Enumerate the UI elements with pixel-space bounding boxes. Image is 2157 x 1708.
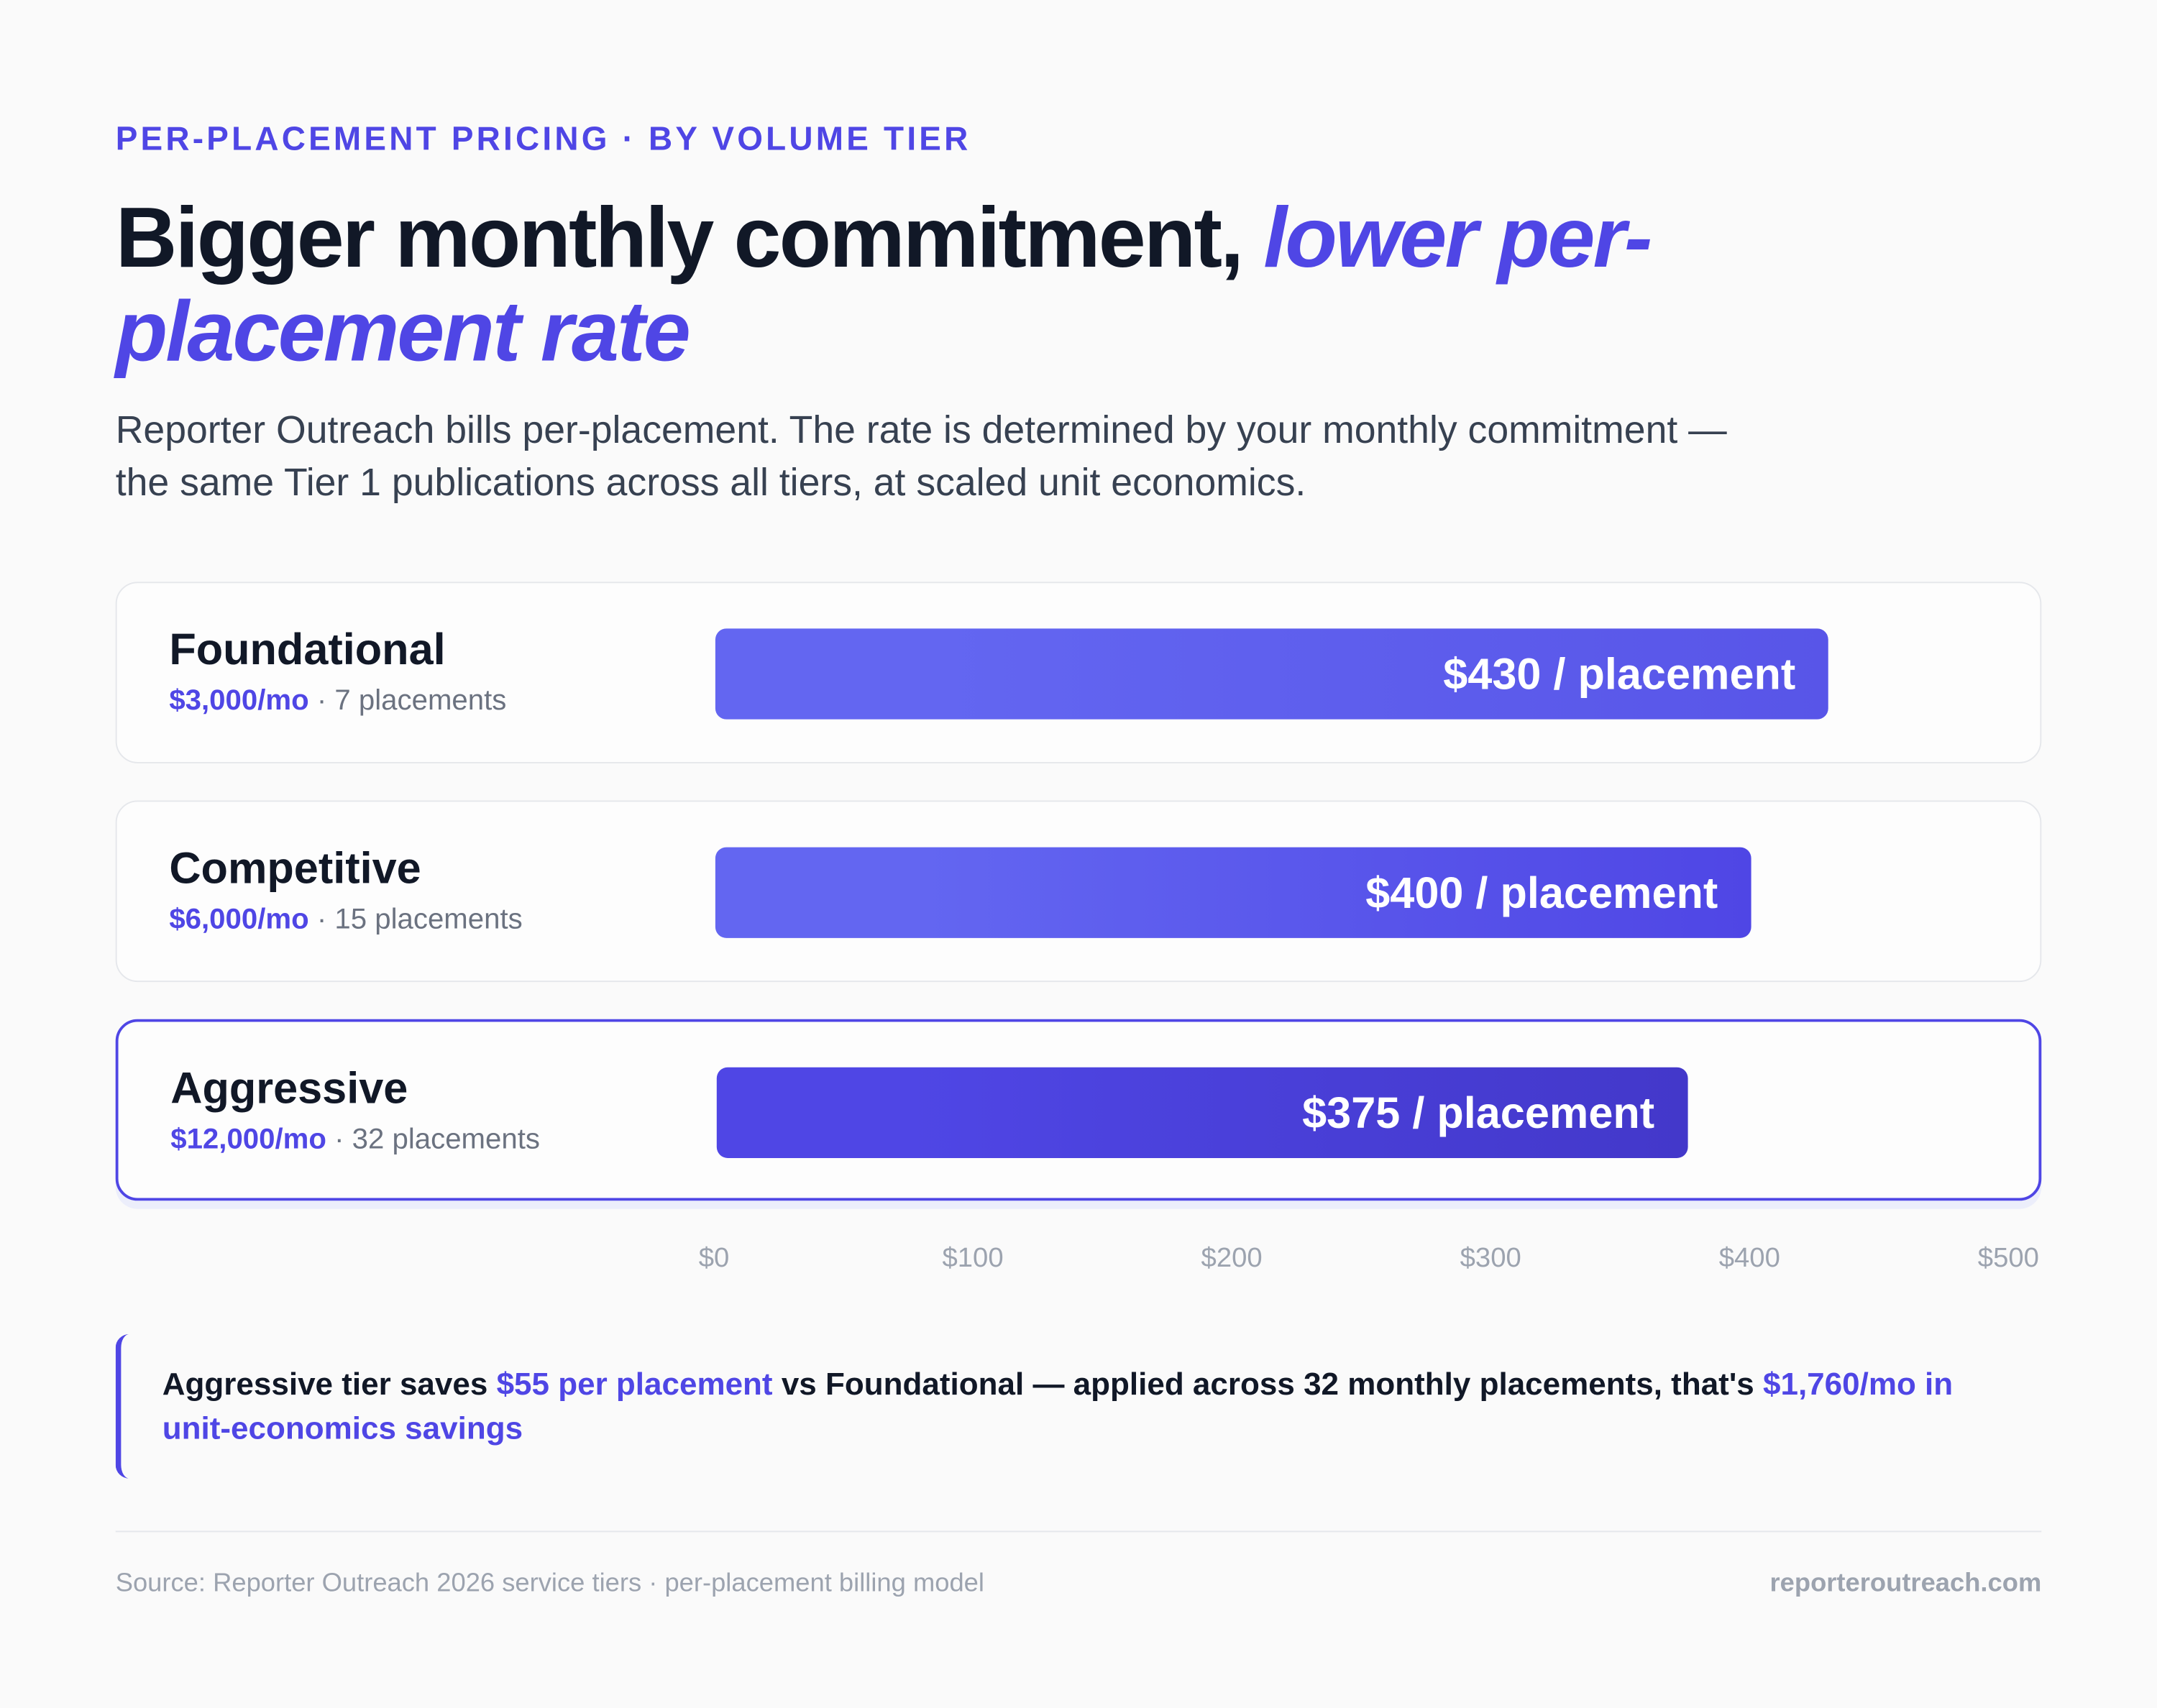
- callout-highlight-2: $1,760/mo in unit-economics savings: [162, 1365, 1954, 1446]
- title-highlight: lower per-placement rate: [115, 190, 1653, 380]
- x-tick-label: $200: [1201, 1243, 1263, 1274]
- bar: $430 / placement: [715, 628, 1829, 720]
- callout-text-2: vs Foundational — applied across 32 mont…: [772, 1365, 1764, 1402]
- tier-details: $3,000/mo · 7 placements: [169, 685, 506, 718]
- placements: · 7 placements: [316, 684, 507, 717]
- x-tick-label: $400: [1718, 1243, 1780, 1274]
- eyebrow: PER-PLACEMENT PRICING · BY VOLUME TIER: [115, 121, 971, 159]
- x-tick-label: $500: [1977, 1243, 2039, 1274]
- x-tick-label: $0: [698, 1243, 730, 1274]
- monthly-commitment: $3,000/mo: [169, 684, 309, 717]
- callout-highlight-1: $55 per placement: [496, 1365, 773, 1402]
- monthly-commitment: $12,000/mo: [170, 1124, 326, 1156]
- x-tick-label: $300: [1460, 1243, 1521, 1274]
- title: Bigger monthly commitment, lower per-pla…: [115, 190, 1904, 380]
- value-label: $400 / placement: [1365, 868, 1718, 918]
- callout: Aggressive tier saves $55 per placement …: [115, 1333, 2020, 1479]
- tier-name: Aggressive: [170, 1062, 408, 1113]
- bar: $400 / placement: [715, 847, 1751, 938]
- x-tick-label: $100: [942, 1243, 1004, 1274]
- tier-name: Competitive: [169, 842, 421, 893]
- tier-name: Foundational: [169, 624, 446, 674]
- source: Source: Reporter Outreach 2026 service t…: [115, 1569, 985, 1599]
- description: Reporter Outreach bills per-placement. T…: [115, 408, 1727, 504]
- tier-card: Foundational $3,000/mo · 7 placements $430…: [115, 582, 2042, 763]
- monthly-commitment: $6,000/mo: [169, 904, 309, 936]
- tier-card: Competitive $6,000/mo · 15 placements $400…: [115, 800, 2042, 983]
- tier-card: Aggressive $12,000/mo · 32 placements $375…: [115, 1019, 2042, 1201]
- tier-details: $12,000/mo · 32 placements: [170, 1124, 540, 1157]
- site: reporteroutreach.com: [1769, 1569, 2042, 1599]
- placements: · 32 placements: [334, 1124, 540, 1156]
- tier-details: $6,000/mo · 15 placements: [169, 904, 522, 937]
- title-text: Bigger monthly commitment,: [115, 190, 1244, 286]
- callout-text-1: Aggressive tier saves: [162, 1365, 497, 1402]
- bar: $375 / placement: [716, 1067, 1688, 1158]
- placements: · 15 placements: [316, 904, 523, 936]
- divider: [115, 1530, 2042, 1533]
- callout-text: Aggressive tier saves $55 per placement …: [162, 1362, 2006, 1449]
- value-label: $430 / placement: [1443, 649, 1796, 699]
- value-label: $375 / placement: [1302, 1088, 1655, 1138]
